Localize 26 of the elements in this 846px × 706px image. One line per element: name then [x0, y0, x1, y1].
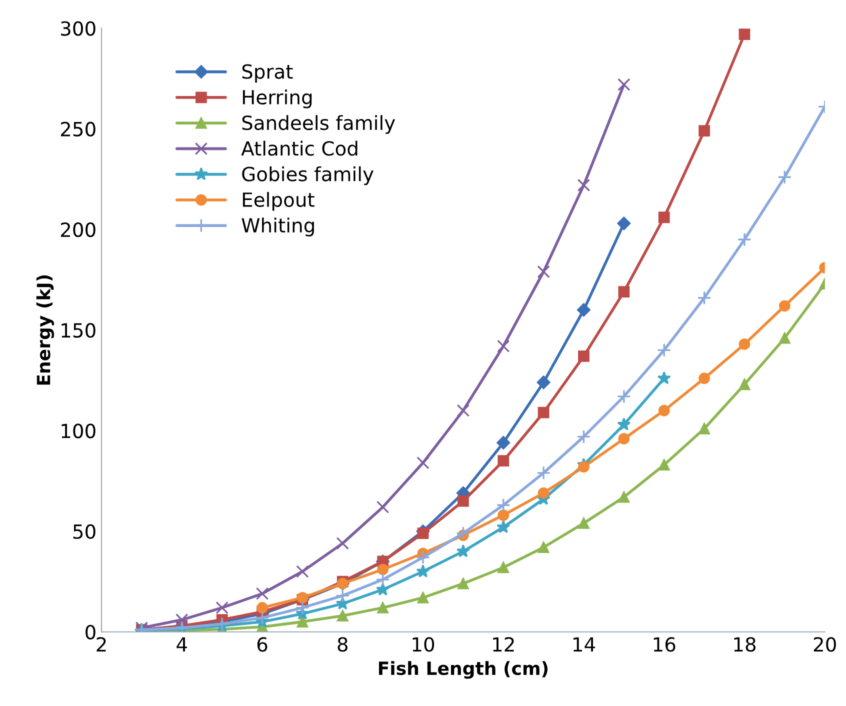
y-axis-title: Energy (kJ)	[36, 275, 54, 385]
legend-label: Atlantic Cod	[241, 140, 358, 156]
y-tick-label: 300	[61, 21, 96, 36]
legend-label: Sandeels family	[242, 115, 396, 134]
x-tick-label: 18	[734, 637, 756, 652]
x-tick-label: 4	[176, 637, 187, 652]
y-tick-label: 150	[62, 323, 96, 338]
x-tick-label: 6	[257, 637, 268, 652]
legend-label: Herring	[242, 89, 312, 108]
y-tick-label: 0	[86, 624, 96, 640]
x-tick-label: 2	[96, 637, 106, 652]
x-tick-label: 8	[338, 637, 348, 652]
x-tick-label: 20	[814, 637, 836, 652]
x-tick-label: 14	[574, 637, 596, 652]
x-tick-label: 10	[412, 637, 434, 652]
x-axis-title: Fish Length (cm)	[378, 661, 548, 679]
legend-label: Whiting	[242, 218, 314, 236]
y-tick-label: 200	[60, 222, 96, 238]
legend-label: Gobies family	[242, 166, 374, 186]
legend-label: Sprat	[242, 64, 293, 83]
y-tick-label: 100	[62, 424, 96, 438]
y-tick-label: 50	[73, 524, 96, 539]
x-tick-label: 12	[493, 637, 514, 652]
x-tick-label: 16	[654, 637, 676, 652]
y-tick-label: 250	[60, 122, 96, 137]
legend-label: Eelpout	[242, 192, 314, 211]
